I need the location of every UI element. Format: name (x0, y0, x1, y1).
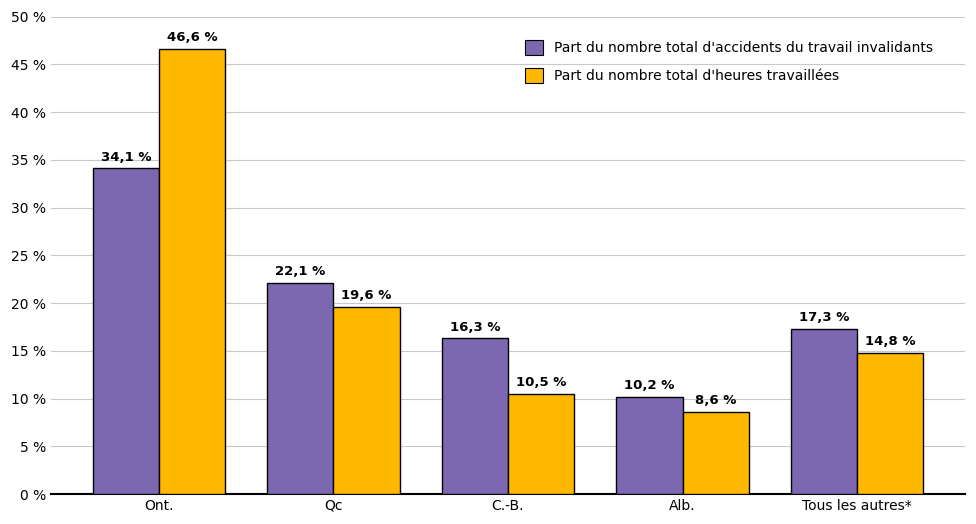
Bar (508, 394, 574, 494)
Bar (616, 397, 682, 494)
Text: 16,3 %: 16,3 % (450, 321, 500, 334)
Text: 8,6 %: 8,6 % (695, 394, 736, 407)
Text: 22,1 %: 22,1 % (275, 265, 325, 278)
Text: 14,8 %: 14,8 % (865, 335, 915, 348)
Bar (267, 283, 334, 494)
Bar (93, 168, 159, 494)
Text: 17,3 %: 17,3 % (798, 311, 849, 324)
Text: 10,5 %: 10,5 % (516, 376, 566, 389)
Bar (442, 339, 508, 494)
Text: 19,6 %: 19,6 % (342, 289, 391, 302)
Bar (682, 412, 749, 494)
Bar (857, 353, 923, 494)
Bar (334, 307, 400, 494)
Bar (791, 329, 857, 494)
Text: 46,6 %: 46,6 % (167, 31, 218, 45)
Legend: Part du nombre total d'accidents du travail invalidants, Part du nombre total d': Part du nombre total d'accidents du trav… (517, 33, 940, 90)
Text: 10,2 %: 10,2 % (625, 379, 674, 392)
Text: 34,1 %: 34,1 % (101, 151, 151, 163)
Bar (159, 49, 225, 494)
